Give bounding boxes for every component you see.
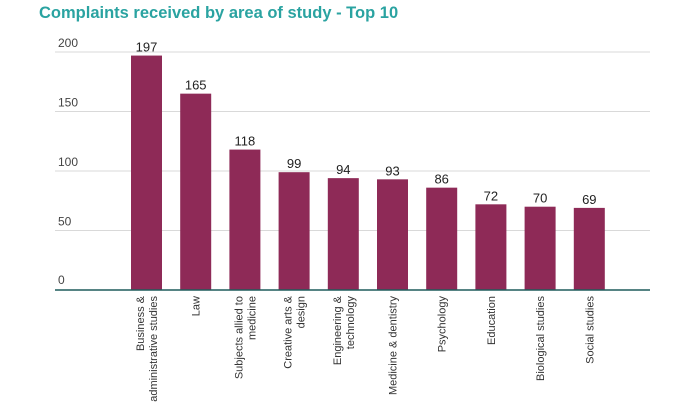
category-label-4: Creative arts & design	[283, 295, 308, 368]
category-label-line: administrative studies	[148, 296, 160, 402]
category-label-6: Medicine & dentistry	[388, 296, 400, 396]
data-label-9: 70	[533, 191, 547, 206]
category-label-line: technology	[345, 296, 357, 350]
category-label-line: Business &	[135, 295, 147, 351]
bar-10	[573, 207, 605, 290]
category-label-5: Engineering & technology	[332, 295, 357, 365]
category-label-line: Education	[486, 296, 498, 345]
data-label-10: 69	[582, 192, 596, 207]
category-label-line: Medicine & dentistry	[388, 296, 400, 396]
category-label-10: Social studies	[584, 296, 596, 364]
category-label-line: medicine	[246, 296, 258, 340]
category-label-line: Engineering &	[332, 295, 344, 365]
category-label-8: Education	[486, 296, 498, 345]
bar-7	[426, 187, 458, 290]
data-label-1: 197	[136, 40, 158, 55]
category-label-3: Subjects allied to medicine	[233, 296, 258, 379]
data-label-6: 93	[385, 163, 399, 178]
y-tick-label-100: 100	[58, 155, 78, 169]
chart-title: Complaints received by area of study - T…	[39, 4, 399, 22]
bar-1	[131, 55, 162, 290]
bar-5	[327, 178, 359, 290]
category-label-line: Subjects allied to	[233, 296, 245, 379]
bar-4	[278, 172, 310, 290]
bar-9	[524, 206, 556, 290]
category-label-7: Psychology	[437, 296, 449, 353]
category-label-line: Law	[191, 296, 203, 316]
category-label-line: Biological studies	[535, 296, 547, 381]
data-label-5: 94	[336, 162, 350, 177]
category-label-9: Biological studies	[535, 296, 547, 381]
category-label-line: Creative arts &	[283, 295, 295, 368]
category-label-line: design	[296, 296, 308, 328]
y-tick-label-0: 0	[58, 273, 65, 287]
category-label-1: Business & administrative studies	[135, 295, 160, 401]
bar-3	[229, 149, 261, 290]
bar-6	[377, 179, 408, 290]
y-tick-label-200: 200	[58, 36, 78, 50]
category-label-2: Law	[191, 296, 203, 316]
bar-2	[180, 93, 212, 291]
data-label-2: 165	[185, 78, 207, 93]
y-tick-label-150: 150	[58, 96, 78, 110]
data-label-7: 86	[434, 172, 448, 187]
data-label-3: 118	[235, 134, 256, 149]
category-label-line: Social studies	[584, 296, 596, 364]
data-label-4: 99	[287, 156, 301, 171]
data-label-8: 72	[484, 188, 498, 203]
bar-8	[475, 204, 507, 290]
y-tick-label-50: 50	[58, 215, 72, 229]
category-label-line: Psychology	[437, 296, 449, 353]
